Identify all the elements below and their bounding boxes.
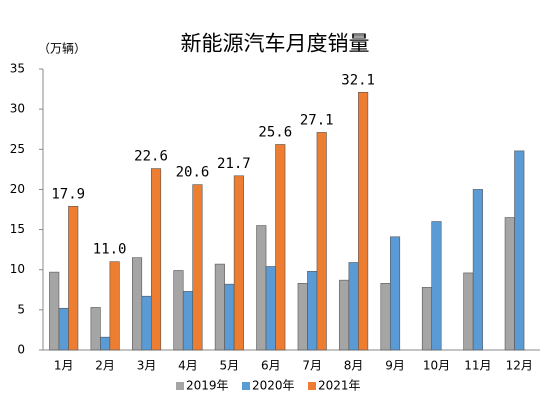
x-tick-label: 5月 bbox=[220, 359, 240, 373]
x-tick-label: 10月 bbox=[423, 359, 450, 373]
data-label: 11.0 bbox=[93, 242, 127, 258]
chart-title: 新能源汽车月度销量 bbox=[181, 32, 370, 56]
bar bbox=[431, 221, 442, 351]
bar bbox=[348, 262, 359, 351]
bar bbox=[389, 236, 401, 351]
legend-swatch bbox=[308, 382, 316, 390]
x-tick-label: 3月 bbox=[137, 359, 157, 373]
legend-swatch bbox=[242, 382, 250, 390]
bar bbox=[233, 175, 244, 351]
x-tick-label: 11月 bbox=[464, 359, 491, 373]
legend-swatch bbox=[176, 382, 184, 390]
bar bbox=[141, 295, 152, 351]
bar bbox=[109, 261, 120, 351]
bar bbox=[173, 270, 184, 351]
bar bbox=[100, 336, 111, 351]
bar bbox=[358, 91, 369, 351]
data-label: 32.1 bbox=[341, 72, 375, 88]
y-tick-label: 30 bbox=[10, 102, 25, 116]
bar bbox=[421, 287, 433, 351]
bar bbox=[504, 217, 515, 351]
bar bbox=[192, 184, 203, 351]
bar bbox=[316, 132, 327, 351]
y-tick-label: 10 bbox=[10, 262, 25, 276]
y-tick-label: 35 bbox=[10, 62, 25, 76]
bar bbox=[380, 283, 391, 351]
y-tick-label: 15 bbox=[10, 222, 25, 236]
bar bbox=[224, 283, 235, 351]
legend-label: 2020年 bbox=[252, 379, 295, 393]
x-tick-label: 9月 bbox=[385, 359, 405, 373]
x-tick-label: 6月 bbox=[261, 359, 281, 373]
x-tick-label: 1月 bbox=[54, 359, 74, 373]
legend-label: 2019年 bbox=[186, 379, 229, 393]
bar bbox=[463, 272, 474, 351]
x-tick-label: 4月 bbox=[178, 359, 198, 373]
bar bbox=[339, 279, 350, 351]
bar bbox=[214, 263, 225, 351]
x-tick-label: 2月 bbox=[95, 359, 115, 373]
data-label: 27.1 bbox=[300, 112, 334, 128]
y-axis-label: （万辆） bbox=[38, 42, 86, 56]
y-tick-label: 0 bbox=[17, 343, 25, 357]
bar bbox=[182, 291, 194, 351]
x-tick-label: 7月 bbox=[302, 359, 322, 373]
x-tick-label: 8月 bbox=[344, 359, 364, 373]
bar bbox=[150, 168, 162, 351]
y-tick-label: 5 bbox=[17, 302, 25, 316]
legend-label: 2021年 bbox=[318, 379, 361, 393]
bar bbox=[58, 307, 69, 351]
bar bbox=[131, 257, 143, 351]
data-label: 20.6 bbox=[176, 165, 210, 181]
bar bbox=[275, 144, 286, 351]
data-label: 22.6 bbox=[134, 149, 168, 165]
bar bbox=[68, 205, 79, 351]
data-label: 25.6 bbox=[258, 124, 292, 140]
bar bbox=[514, 150, 525, 351]
bar bbox=[90, 307, 101, 351]
bar bbox=[265, 266, 276, 351]
bar bbox=[49, 271, 60, 351]
bar bbox=[307, 271, 318, 351]
data-label: 17.9 bbox=[51, 186, 85, 202]
y-tick-label: 20 bbox=[10, 182, 25, 196]
data-label: 21.7 bbox=[217, 156, 251, 172]
bar bbox=[297, 283, 308, 351]
bar bbox=[472, 189, 483, 351]
x-tick-label: 12月 bbox=[506, 359, 533, 373]
bar bbox=[256, 225, 267, 351]
y-tick-label: 25 bbox=[10, 142, 25, 156]
